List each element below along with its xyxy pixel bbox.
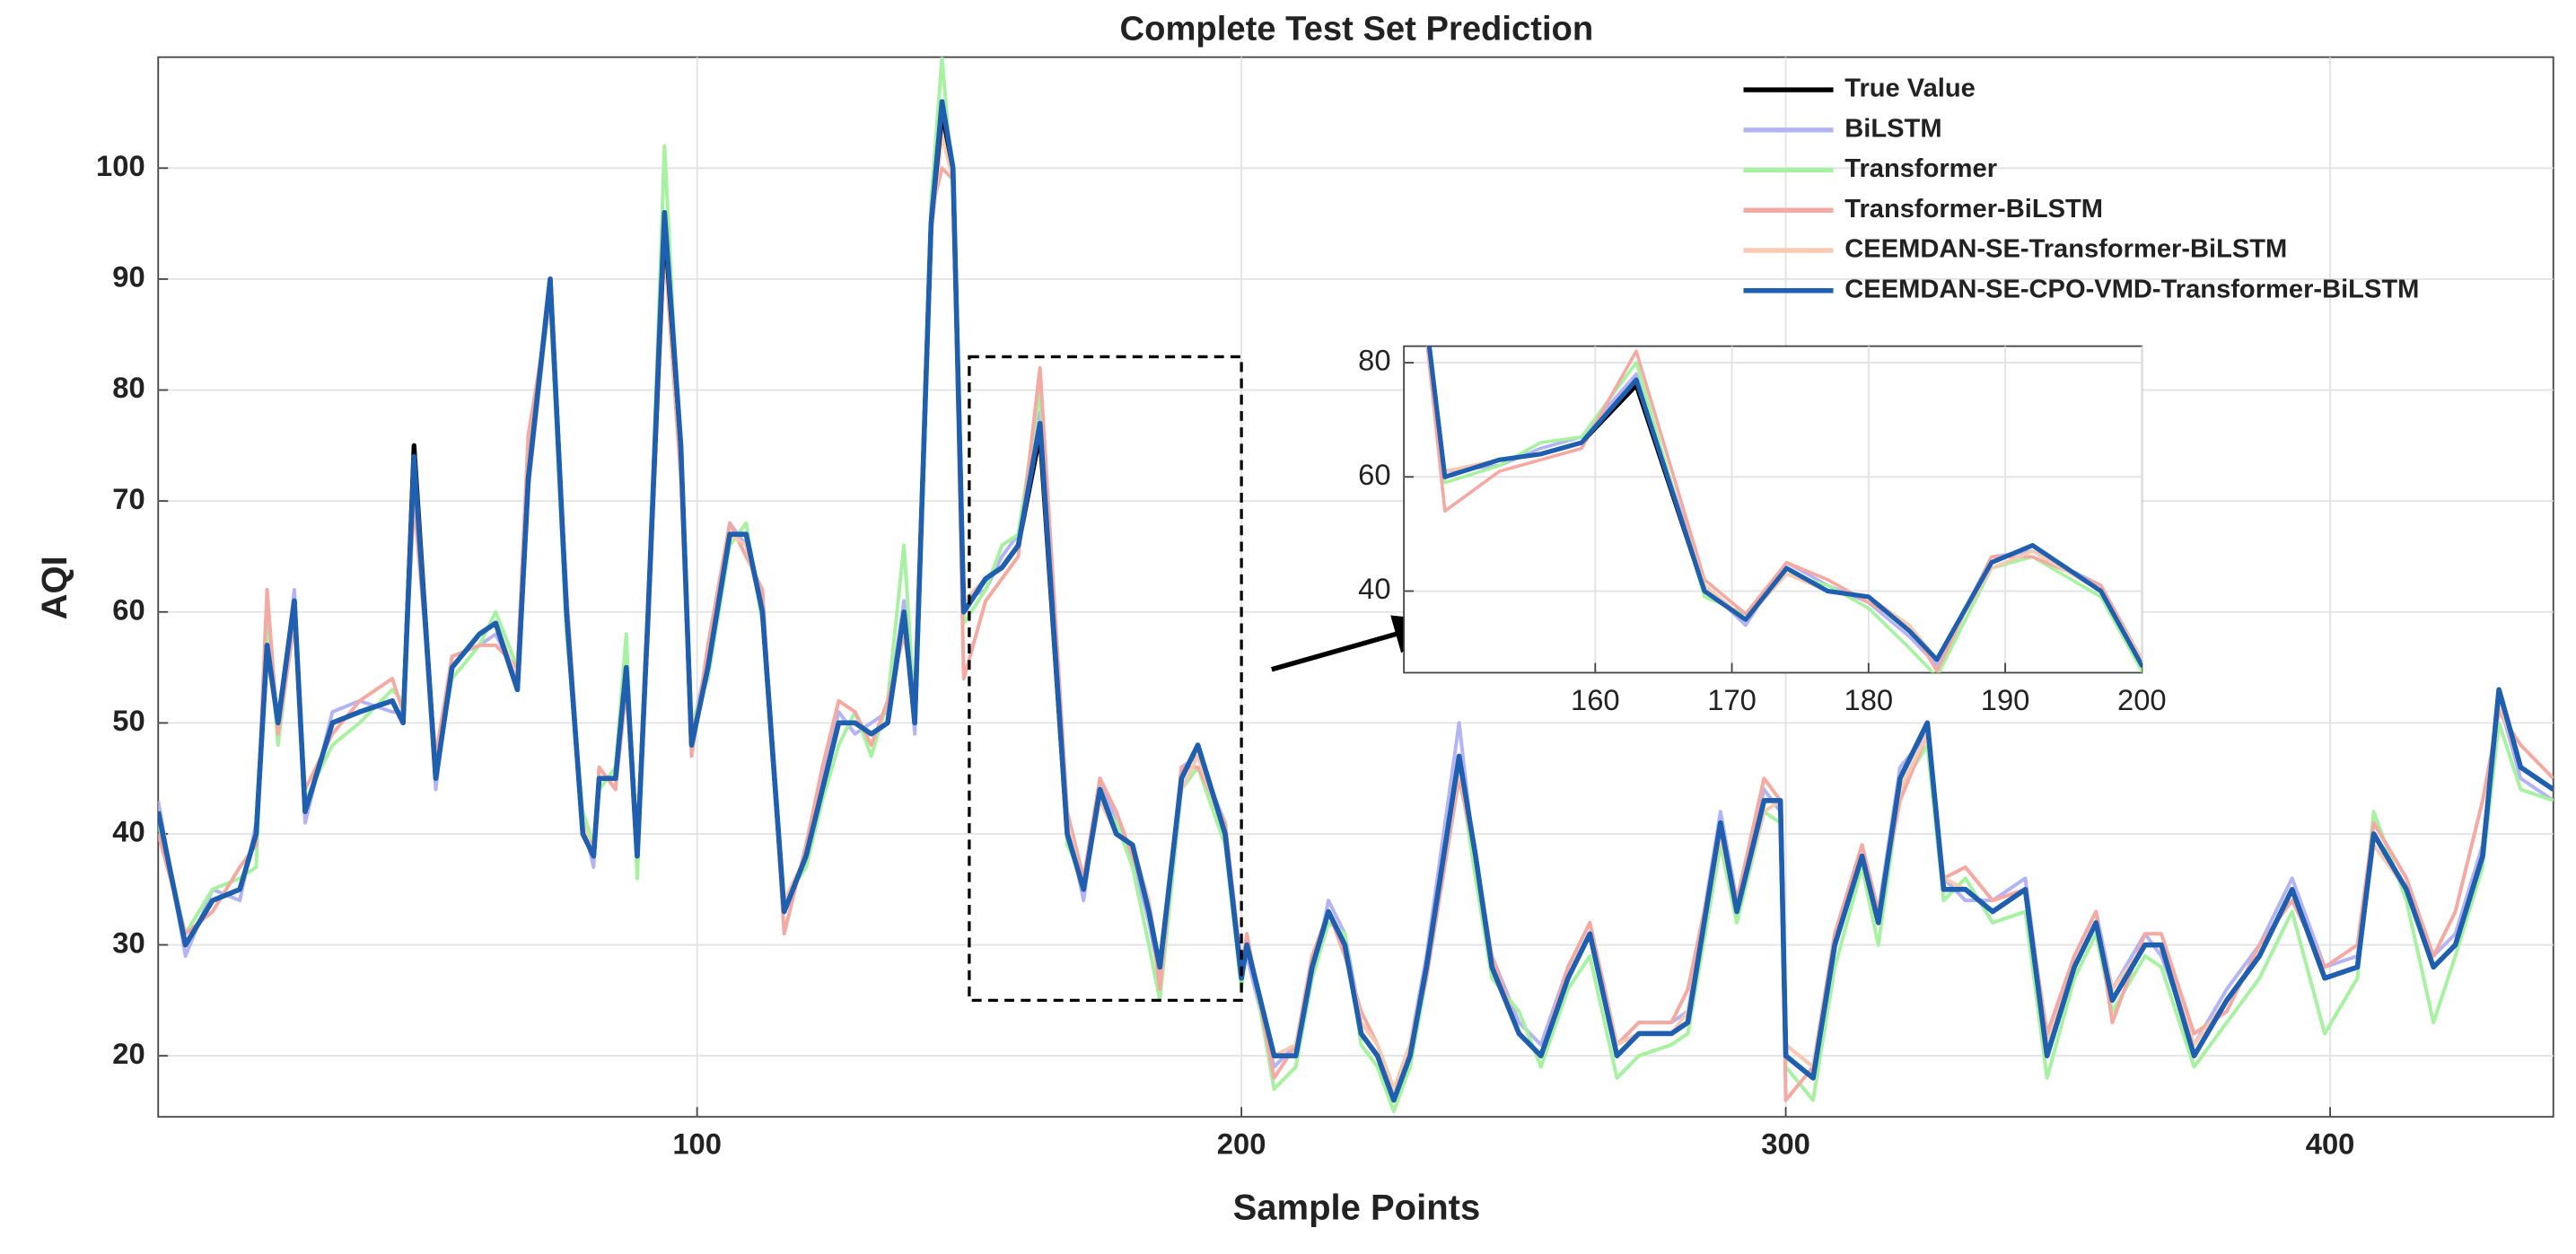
y-tick-label: 30	[112, 925, 145, 959]
y-tick-label: 60	[1358, 458, 1390, 491]
series-line	[1426, 346, 2142, 668]
y-axis-label: AQI	[35, 556, 74, 619]
x-tick-label: 200	[1217, 1127, 1266, 1161]
series-line	[1427, 346, 2142, 662]
legend-label: CEEMDAN-SE-Transformer-BiLSTM	[1844, 235, 2287, 264]
y-tick-label: 100	[96, 149, 145, 182]
series-line	[1425, 346, 2142, 673]
series-line	[158, 99, 2554, 1103]
y-tick-label: 60	[112, 592, 145, 626]
legend-label: BiLSTM	[1844, 114, 1941, 143]
x-tick-label: 200	[2117, 683, 2167, 716]
legend-label: CEEMDAN-SE-CPO-VMD-Transformer-BiLSTM	[1844, 275, 2419, 303]
legend-label: True Value	[1844, 75, 1976, 103]
plot-area	[157, 56, 2554, 1118]
y-tick-label: 80	[112, 371, 145, 404]
x-tick-label: 400	[2306, 1127, 2355, 1161]
y-tick-label: 50	[112, 704, 145, 737]
y-tick-label: 80	[1358, 344, 1390, 377]
x-tick-label: 100	[672, 1127, 722, 1161]
legend-label: Transformer	[1844, 154, 1997, 183]
y-tick-label: 20	[112, 1037, 145, 1070]
x-tick-label: 300	[1761, 1127, 1810, 1161]
y-tick-label: 90	[112, 260, 145, 294]
zoom-box	[968, 355, 1243, 1003]
inset-area	[1403, 345, 2143, 674]
y-tick-label: 40	[1358, 572, 1390, 605]
x-tick-label: 160	[1571, 683, 1620, 716]
x-tick-label: 170	[1707, 683, 1757, 716]
y-tick-label: 70	[112, 482, 145, 515]
x-axis-label: Sample Points	[1233, 1188, 1481, 1227]
x-tick-label: 180	[1844, 683, 1894, 716]
y-tick-label: 40	[112, 815, 145, 848]
x-tick-label: 190	[1981, 683, 2030, 716]
legend-label: Transformer-BiLSTM	[1844, 195, 2103, 224]
chart-title: Complete Test Set Prediction	[1120, 10, 1594, 48]
